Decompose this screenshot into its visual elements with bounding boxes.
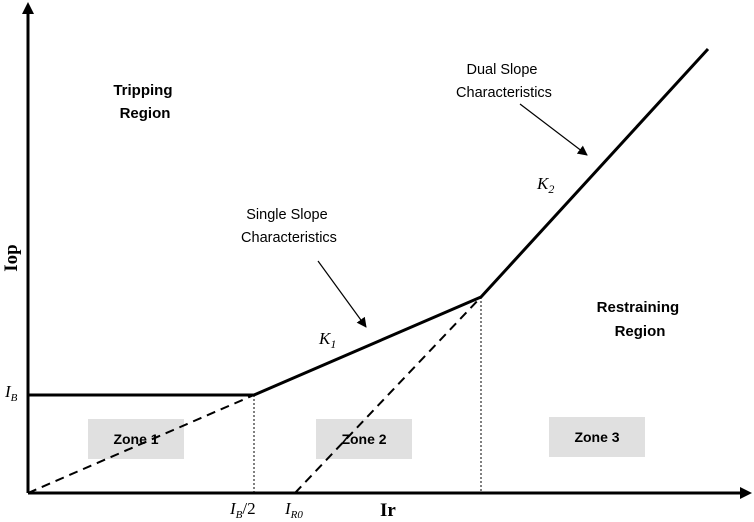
zone-1-label: Zone 1 — [113, 431, 158, 447]
restraining-region-label: Restraining Region — [597, 299, 684, 340]
y-axis-label: Iop — [1, 244, 22, 271]
zone-3-box — [549, 417, 645, 457]
ir0-label: IR0 — [284, 499, 303, 521]
dashed-line-ir0 — [294, 296, 482, 494]
x-axis-arrowhead — [740, 487, 752, 499]
single-slope-label: Single Slope Characteristics — [241, 207, 337, 246]
dual-slope-arrow — [519, 103, 588, 156]
dashed-line-origin — [27, 394, 255, 494]
single-slope-arrow — [317, 260, 367, 328]
y-axis-arrowhead — [22, 2, 34, 14]
ib-label: IB — [4, 382, 18, 404]
zone-2-box — [316, 419, 412, 459]
tripping-region-label: Tripping Region — [113, 82, 176, 122]
x-axis-label: Ir — [380, 500, 396, 521]
dual-slope-label: Dual Slope Characteristics — [456, 62, 552, 101]
ib-half-label: IB/2 — [229, 499, 256, 521]
k2-label: K2 — [536, 174, 554, 196]
k1-label: K1 — [318, 329, 336, 351]
characteristic-curve — [28, 47, 710, 397]
zone-2-label: Zone 2 — [341, 431, 386, 447]
zone-3-label: Zone 3 — [574, 429, 619, 445]
zone-1-box — [88, 419, 184, 459]
